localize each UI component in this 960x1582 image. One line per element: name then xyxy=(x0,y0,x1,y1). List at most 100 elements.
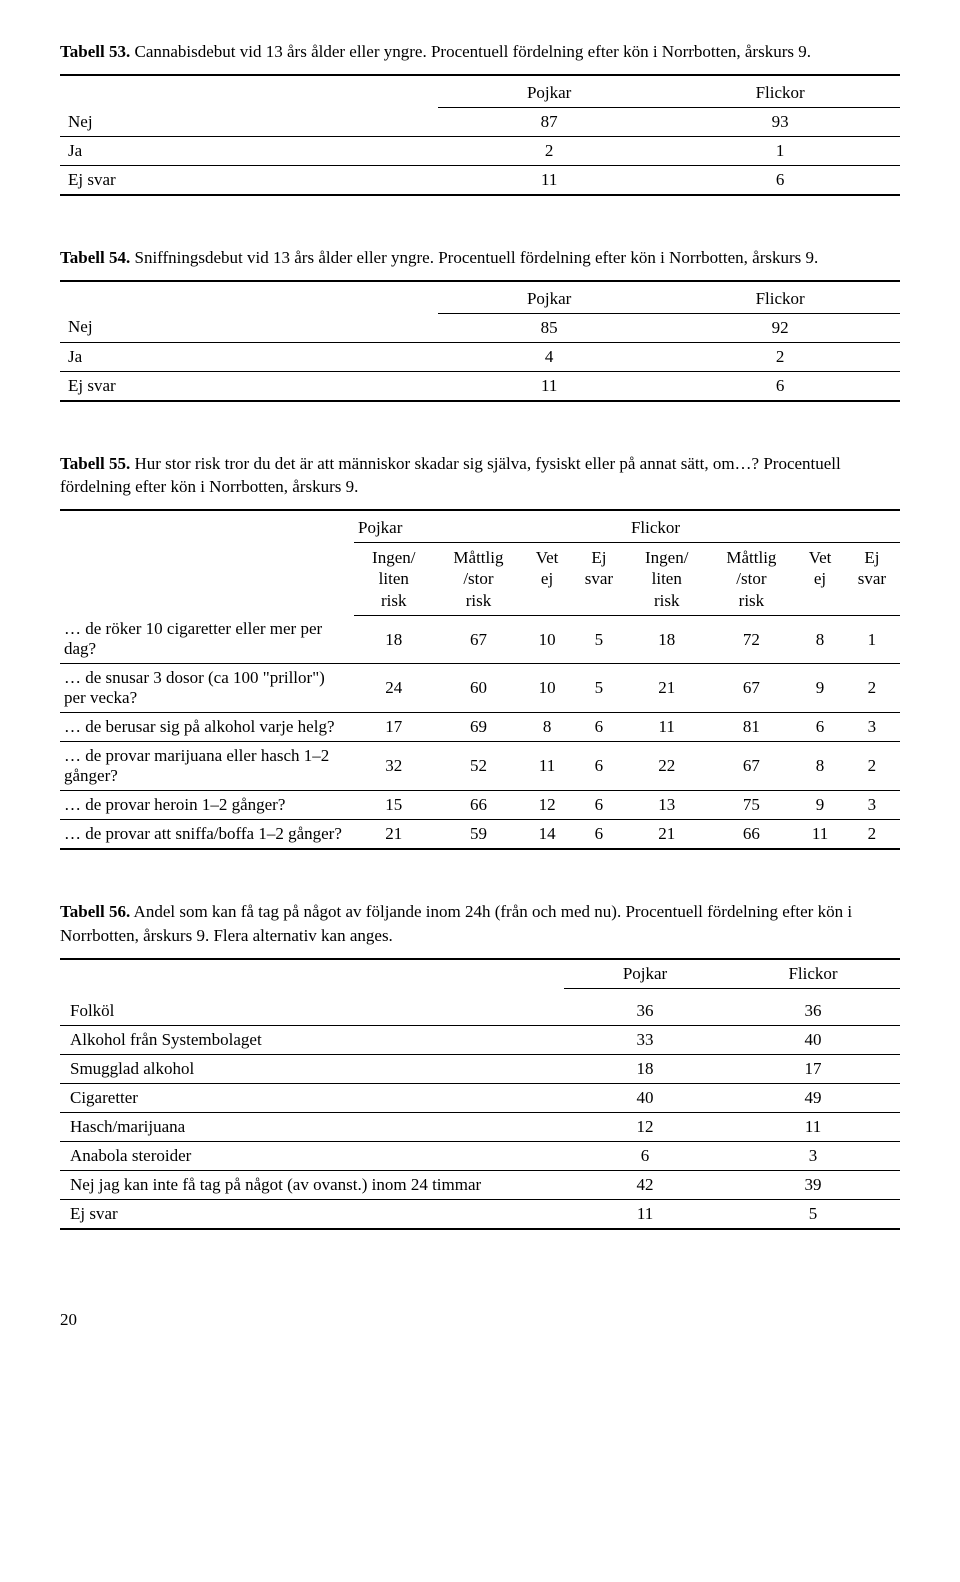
sub-header-cell: Måttlig/storrisk xyxy=(434,543,524,616)
sub-header-cell: Måttlig/storrisk xyxy=(707,543,797,616)
table-cell: 17 xyxy=(726,1055,900,1084)
table-cell: 11 xyxy=(438,165,660,195)
table-cell: 11 xyxy=(796,820,843,850)
table-cell: 59 xyxy=(434,820,524,850)
table-number: Tabell 56. xyxy=(60,902,130,921)
table-cell: 66 xyxy=(707,820,797,850)
table-row: … de berusar sig på alkohol varje helg?1… xyxy=(60,713,900,742)
table-cell: 5 xyxy=(571,615,627,664)
sub-header-cell: Ejsvar xyxy=(844,543,900,616)
group-pojkar: Pojkar xyxy=(354,514,627,543)
sub-header-cell: Ingen/litenrisk xyxy=(627,543,707,616)
table-cell: 8 xyxy=(796,615,843,664)
table-54-title: Tabell 54. Sniffningsdebut vid 13 års ål… xyxy=(60,246,900,270)
col-pojkar: Pojkar xyxy=(438,79,660,108)
table-56: Tabell 56. Andel som kan få tag på något… xyxy=(60,900,900,1230)
sub-header-cell: Ingen/litenrisk xyxy=(354,543,434,616)
table-cell: 92 xyxy=(660,313,900,342)
table-number: Tabell 54. xyxy=(60,248,130,267)
table-row: Ja21 xyxy=(60,136,900,165)
table-cell: 49 xyxy=(726,1084,900,1113)
page-number: 20 xyxy=(60,1310,900,1330)
table-cell: 6 xyxy=(571,742,627,791)
table-cell: 2 xyxy=(844,664,900,713)
table-cell: 39 xyxy=(726,1171,900,1200)
table-cell: 3 xyxy=(844,791,900,820)
table-row: Alkohol från Systembolaget3340 xyxy=(60,1026,900,1055)
table-cell: … de provar marijuana eller hasch 1–2 gå… xyxy=(60,742,354,791)
table-cell: 2 xyxy=(844,742,900,791)
table-cell: Ej svar xyxy=(60,371,438,401)
table-cell: Cigaretter xyxy=(60,1084,564,1113)
col-pojkar: Pojkar xyxy=(564,959,726,989)
table-cell: 3 xyxy=(726,1142,900,1171)
table-row: Ej svar116 xyxy=(60,165,900,195)
table-cell: Nej xyxy=(60,313,438,342)
table-cell: Ja xyxy=(60,136,438,165)
table-cell: 36 xyxy=(726,997,900,1026)
table-53-content: Pojkar Flickor Nej8793Ja21Ej svar116 xyxy=(60,74,900,196)
col-blank xyxy=(60,514,354,543)
sub-header-cell: Ejsvar xyxy=(571,543,627,616)
table-cell: … de provar heroin 1–2 gånger? xyxy=(60,791,354,820)
table-cell: 9 xyxy=(796,664,843,713)
table-cell: Ja xyxy=(60,342,438,371)
table-cell: … de snusar 3 dosor (ca 100 "prillor") p… xyxy=(60,664,354,713)
table-cell: 67 xyxy=(707,664,797,713)
table-number: Tabell 53. xyxy=(60,42,130,61)
table-cell: 75 xyxy=(707,791,797,820)
table-caption: Andel som kan få tag på något av följand… xyxy=(60,902,852,945)
table-cell: 8 xyxy=(523,713,570,742)
table-row: … de provar heroin 1–2 gånger?1566126137… xyxy=(60,791,900,820)
table-cell: Smugglad alkohol xyxy=(60,1055,564,1084)
table-cell: 6 xyxy=(660,165,900,195)
table-row: Nej8592 xyxy=(60,313,900,342)
table-cell: 24 xyxy=(354,664,434,713)
table-cell: 9 xyxy=(796,791,843,820)
table-cell: Folköl xyxy=(60,997,564,1026)
table-row: … de provar marijuana eller hasch 1–2 gå… xyxy=(60,742,900,791)
table-cell: 42 xyxy=(564,1171,726,1200)
table-row: Ja42 xyxy=(60,342,900,371)
table-cell: 69 xyxy=(434,713,524,742)
table-cell: 11 xyxy=(564,1200,726,1230)
table-54: Tabell 54. Sniffningsdebut vid 13 års ål… xyxy=(60,246,900,402)
table-row: Hasch/marijuana1211 xyxy=(60,1113,900,1142)
table-row: Smugglad alkohol1817 xyxy=(60,1055,900,1084)
table-cell: 6 xyxy=(571,713,627,742)
table-cell: Alkohol från Systembolaget xyxy=(60,1026,564,1055)
col-blank xyxy=(60,79,438,108)
table-cell: … de röker 10 cigaretter eller mer per d… xyxy=(60,615,354,664)
table-cell: 52 xyxy=(434,742,524,791)
sub-header-cell: Vetej xyxy=(796,543,843,616)
table-cell: 6 xyxy=(564,1142,726,1171)
table-56-title: Tabell 56. Andel som kan få tag på något… xyxy=(60,900,900,948)
table-cell: 8 xyxy=(796,742,843,791)
table-cell: 12 xyxy=(564,1113,726,1142)
table-cell: 21 xyxy=(627,664,707,713)
table-cell: 6 xyxy=(571,791,627,820)
table-cell: 10 xyxy=(523,615,570,664)
table-row: Nej jag kan inte få tag på något (av ova… xyxy=(60,1171,900,1200)
col-flickor: Flickor xyxy=(660,79,900,108)
table-cell: 6 xyxy=(571,820,627,850)
table-cell: 6 xyxy=(796,713,843,742)
table-cell: 33 xyxy=(564,1026,726,1055)
table-row: Anabola steroider63 xyxy=(60,1142,900,1171)
table-cell: 6 xyxy=(660,371,900,401)
table-cell: 93 xyxy=(660,107,900,136)
table-cell: Ej svar xyxy=(60,1200,564,1230)
table-cell: Nej jag kan inte få tag på något (av ova… xyxy=(60,1171,564,1200)
table-cell: 67 xyxy=(707,742,797,791)
table-cell: Nej xyxy=(60,107,438,136)
table-cell: 4 xyxy=(438,342,660,371)
table-cell: 15 xyxy=(354,791,434,820)
group-flickor: Flickor xyxy=(627,514,900,543)
table-cell: 40 xyxy=(564,1084,726,1113)
col-blank xyxy=(60,285,438,314)
table-cell: 1 xyxy=(844,615,900,664)
table-cell: 5 xyxy=(726,1200,900,1230)
table-caption: Cannabisdebut vid 13 års ålder eller yng… xyxy=(134,42,811,61)
table-53: Tabell 53. Cannabisdebut vid 13 års ålde… xyxy=(60,40,900,196)
table-cell: 1 xyxy=(660,136,900,165)
